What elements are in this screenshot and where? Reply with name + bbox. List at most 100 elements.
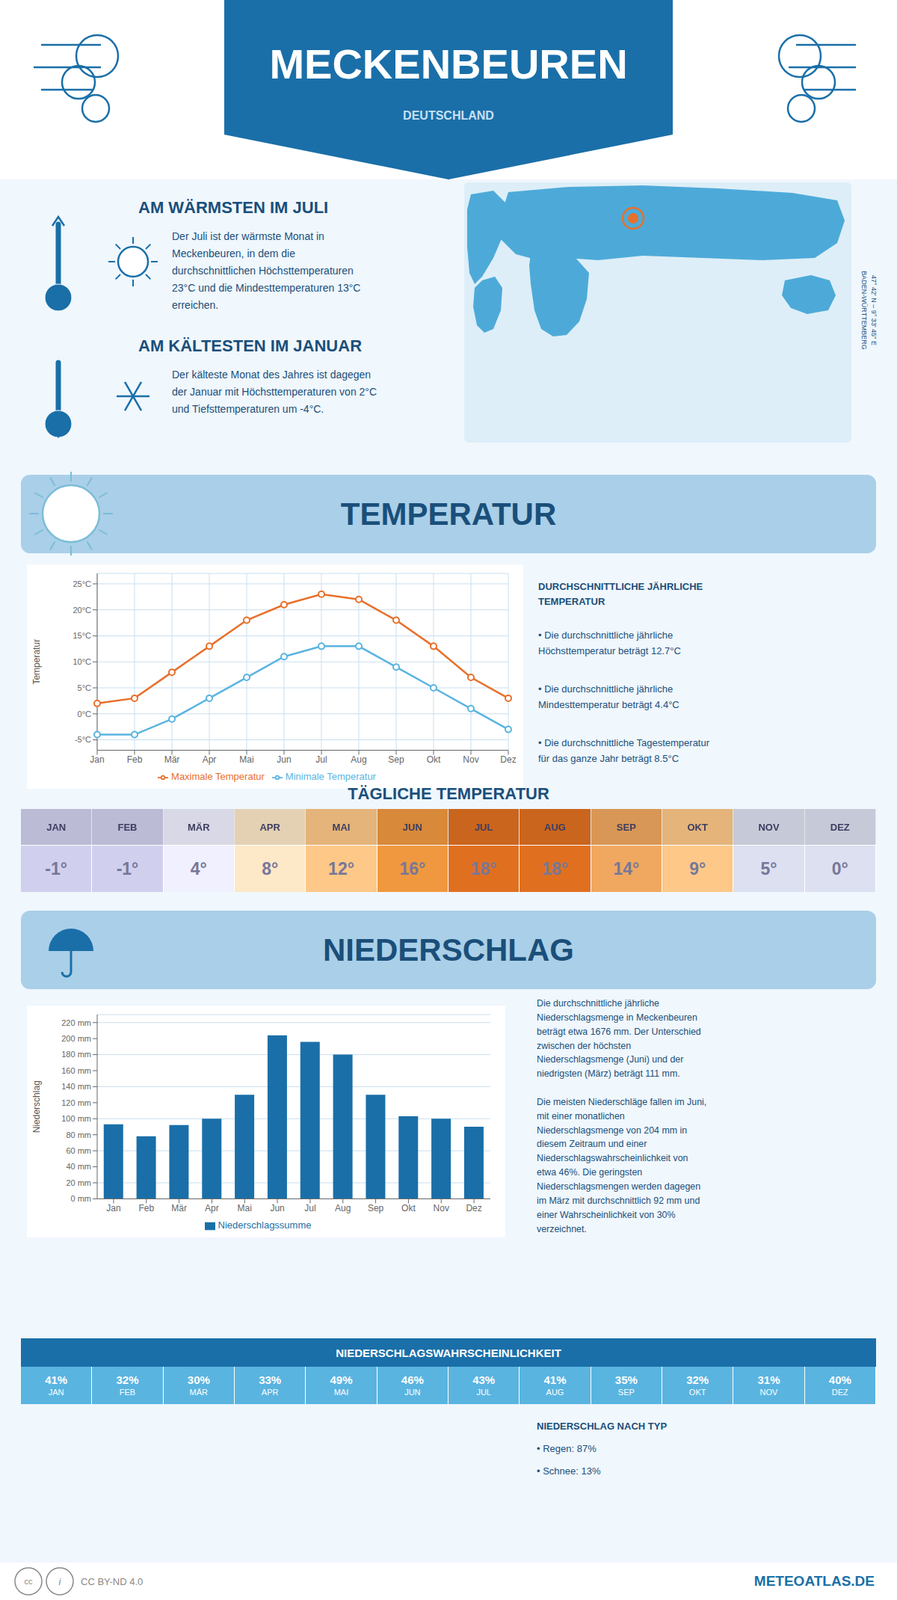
html-text:41%: 41% (44, 1373, 68, 1386)
svg-text:140 mm: 140 mm (61, 1081, 92, 1091)
svg-text:180 mm: 180 mm (61, 1049, 92, 1059)
svg-text:5°C: 5°C (77, 683, 92, 693)
html-text:MECKENBEUREN: MECKENBEUREN (269, 39, 628, 88)
svg-text:0°C: 0°C (77, 709, 92, 719)
html-text:FEB: FEB (117, 821, 138, 833)
svg-text:Apr: Apr (204, 1202, 220, 1214)
html-text:Der kälteste Monat des Jahres: Der kälteste Monat des Jahres ist dagege… (171, 368, 377, 416)
html-text:47° 42' N – 9° 33' 45'' E BADE: 47° 42' N – 9° 33' 45'' E BADEN-WÜRTTEMB… (860, 270, 878, 350)
html-text:5°: 5° (760, 858, 778, 878)
html-text:4°: 4° (190, 858, 207, 878)
html-text:-1°: -1° (116, 858, 139, 878)
html-text:APR: APR (259, 821, 281, 833)
html-text:DURCHSCHNITTLICHE JÄHRLICHE TE: DURCHSCHNITTLICHE JÄHRLICHE TEMPERATUR (538, 580, 703, 607)
html-text:35%: 35% (615, 1373, 638, 1386)
html-text:18°: 18° (542, 858, 569, 878)
html-text:TÄGLICHE TEMPERATUR: TÄGLICHE TEMPERATUR (347, 784, 550, 803)
svg-text:20 mm: 20 mm (65, 1178, 92, 1188)
svg-text:Jan: Jan (106, 1202, 121, 1214)
svg-text:Mär: Mär (171, 1202, 187, 1214)
html-text:SEP: SEP (616, 821, 636, 833)
html-text:Minimale Temperatur: Minimale Temperatur (285, 770, 376, 783)
svg-text:Dez: Dez (465, 1202, 482, 1214)
html-text:DEZ: DEZ (830, 821, 850, 833)
svg-text:-5°C: -5°C (74, 734, 92, 744)
html-text:• Die durchschnittliche jährli: • Die durchschnittliche jährliche Mindes… (538, 683, 680, 710)
svg-text:10°C: 10°C (72, 657, 92, 667)
svg-text:80 mm: 80 mm (65, 1130, 92, 1140)
html-text:-1°: -1° (45, 858, 68, 878)
html-text:46%: 46% (401, 1373, 424, 1386)
html-text:41%: 41% (543, 1373, 567, 1386)
html-text:NIEDERSCHLAG: NIEDERSCHLAG (322, 932, 575, 968)
svg-text:20°C: 20°C (72, 605, 92, 615)
svg-text:Dez: Dez (500, 754, 516, 765)
svg-text:60 mm: 60 mm (65, 1145, 92, 1155)
html-text:Der Juli ist der wärmste Monat: Der Juli ist der wärmste Monat in Mecken… (171, 230, 361, 312)
html-text:NIEDERSCHLAGSWAHRSCHEINLICHKEI: NIEDERSCHLAGSWAHRSCHEINLICHKEIT (335, 1345, 562, 1359)
html-text:OKT: OKT (687, 821, 708, 833)
svg-text:Jun: Jun (276, 754, 291, 765)
html-text:31%: 31% (757, 1373, 781, 1386)
svg-text:Mär: Mär (164, 754, 181, 765)
svg-text:15°C: 15°C (72, 630, 92, 640)
svg-text:Feb: Feb (127, 754, 143, 765)
html-text:33%: 33% (258, 1373, 282, 1386)
svg-text:160 mm: 160 mm (61, 1065, 92, 1075)
svg-text:Aug: Aug (334, 1202, 351, 1214)
html-text:0°: 0° (831, 858, 849, 878)
html-text:AUG: AUG (544, 821, 566, 833)
html-text:32%: 32% (686, 1373, 709, 1386)
html-text:43%: 43% (472, 1373, 495, 1386)
html-text:AM KÄLTESTEN IM JANUAR: AM KÄLTESTEN IM JANUAR (138, 336, 362, 356)
svg-text:Okt: Okt (401, 1202, 416, 1214)
svg-text:Jul: Jul (315, 754, 327, 765)
svg-text:Jan: Jan (89, 754, 104, 765)
html-text:DEUTSCHLAND: DEUTSCHLAND (402, 109, 495, 122)
html-text:JUN: JUN (402, 821, 423, 833)
svg-text:40 mm: 40 mm (65, 1161, 92, 1171)
svg-text:0 mm: 0 mm (71, 1193, 92, 1203)
html-text:JAN: JAN (46, 821, 66, 833)
html-text:18°: 18° (470, 858, 497, 878)
html-text:Die durchschnittliche jährlich: Die durchschnittliche jährliche Niedersc… (536, 997, 707, 1234)
html-text:JUL: JUL (474, 821, 493, 833)
svg-text:Temperatur: Temperatur (31, 639, 42, 685)
html-text:MÄR: MÄR (187, 821, 210, 833)
svg-text:120 mm: 120 mm (61, 1098, 92, 1108)
html-text:16°: 16° (399, 858, 426, 878)
html-text:8°: 8° (261, 858, 279, 878)
svg-text:Jun: Jun (269, 1202, 285, 1214)
html-text:49%: 49% (330, 1373, 353, 1386)
html-text:TEMPERATUR: TEMPERATUR (340, 496, 557, 532)
html-text:METEOATLAS.DE: METEOATLAS.DE (754, 1572, 875, 1589)
svg-text:100 mm: 100 mm (61, 1113, 92, 1123)
html-text:14°: 14° (613, 858, 640, 878)
svg-text:Apr: Apr (202, 754, 217, 765)
svg-text:Niederschlag: Niederschlag (31, 1080, 42, 1133)
html-text:12°: 12° (328, 858, 355, 878)
html-text:NOV: NOV (758, 821, 780, 833)
html-text:9°: 9° (689, 858, 706, 878)
html-text:Maximale Temperatur: Maximale Temperatur (171, 770, 265, 783)
svg-text:220 mm: 220 mm (61, 1018, 92, 1028)
svg-text:Nov: Nov (462, 754, 479, 765)
svg-text:Feb: Feb (138, 1202, 154, 1214)
svg-text:Aug: Aug (350, 754, 367, 765)
svg-text:Okt: Okt (426, 754, 442, 765)
html-text:32%: 32% (116, 1373, 139, 1386)
html-text:30%: 30% (187, 1373, 210, 1386)
html-text:AM WÄRMSTEN IM JULI: AM WÄRMSTEN IM JULI (138, 198, 329, 217)
html-text:MAI: MAI (332, 821, 351, 833)
svg-text:Mai: Mai (237, 1202, 252, 1214)
svg-text:Mai: Mai (239, 754, 254, 765)
html-text:• Die durchschnittliche jährli: • Die durchschnittliche jährliche Höchst… (538, 629, 681, 657)
svg-text:Nov: Nov (433, 1202, 450, 1214)
svg-text:Sep: Sep (367, 1202, 385, 1214)
svg-text:Sep: Sep (387, 754, 405, 765)
svg-text:Jul: Jul (304, 1202, 316, 1214)
html-text:• Die durchschnittliche Tagest: • Die durchschnittliche Tagestemperatur … (538, 737, 710, 764)
svg-text:25°C: 25°C (72, 579, 92, 589)
svg-text:200 mm: 200 mm (61, 1033, 92, 1043)
html-text:40%: 40% (828, 1373, 852, 1386)
